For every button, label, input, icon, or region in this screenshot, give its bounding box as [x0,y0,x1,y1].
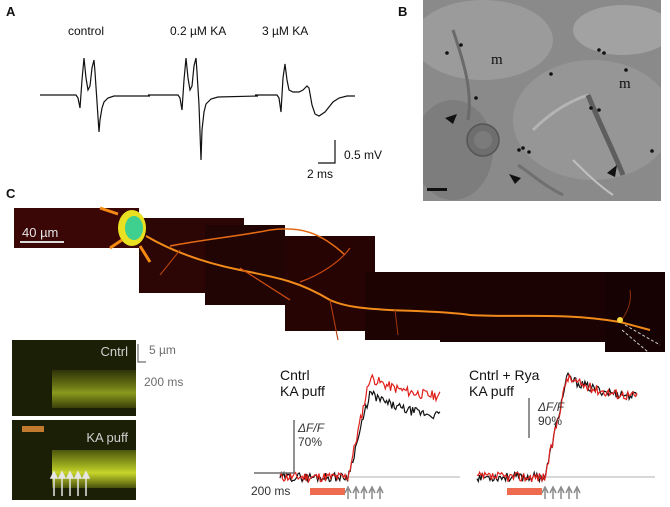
linescan-ka-puff-label: KA puff [86,430,128,445]
panel-a-time-scale: 2 ms [307,167,334,181]
panel-c-letter: C [6,186,16,201]
action-potential-trace-control [40,57,150,133]
linescan-control-label: Cntrl [100,344,128,359]
linescan-ka-puff: KA puff [12,420,136,500]
puff-duration-bar [507,488,542,495]
action-potential-trace-3um-ka [255,63,355,117]
stimulus-arrow [549,485,557,499]
linescan-space-scale: 5 µm [149,343,176,357]
electron-micrograph-texture [423,0,661,201]
mosaic-tile [440,272,610,342]
stimulus-arrows-linescan [49,470,91,496]
stimulus-arrow [376,485,384,499]
trace-scale-time-left: 200 ms [251,484,291,498]
stimulus-arrow [344,485,352,499]
trace-panel-2-title-line1: Cntrl + Rya [469,367,540,383]
calcium-trace-panel-1 [279,373,460,499]
trace-scale-bar-right [528,398,530,438]
trace-panel-1-title: Cntrl KA puff [280,367,325,399]
panel-b-letter: B [398,4,408,19]
mosaic-tile [365,272,453,340]
stimulus-arrow [565,485,573,499]
panel-a-letter: A [6,4,16,19]
linescan-control-signal [52,370,136,408]
stimulus-arrow [360,485,368,499]
trace-label-3um-ka: 3 µM KA [262,24,309,38]
linescan-time-scale: 200 ms [144,375,184,389]
stimulus-arrow [573,485,581,499]
calcium-trace-panel-2 [476,371,655,499]
neuron-mosaic: 40 µm [14,206,665,353]
stimulus-arrow [541,485,549,499]
stimulus-arrow [352,485,360,499]
trace-panel-2-title-line2: KA puff [469,383,514,399]
panel-a-voltage-scale: 0.5 mV [344,148,383,162]
panel-a-scale-bar [318,140,336,164]
mitochondrion-label-1: m [491,52,503,68]
linescan-control: Cntrl [12,340,136,416]
trace-panel-2-title: Cntrl + Rya KA puff [469,367,539,399]
stimulus-arrow [368,485,376,499]
trace-ka [476,374,638,483]
puff-marker [22,426,44,432]
mosaic-scale-bar [20,241,64,243]
trace-scale-bar-left [254,420,295,474]
trace-panel-1-title-line2: KA puff [280,383,325,399]
mosaic-tile [605,272,665,352]
trace-scale-dff-right: ΔF/F [538,400,565,414]
mitochondrion-label-2: m [619,76,631,92]
electron-micrograph: m m [423,0,661,201]
linescan-ka-puff-signal [52,450,136,488]
trace-panel-1-title-line1: Cntrl [280,367,310,383]
mosaic-tile [285,236,375,331]
trace-scale-dff-left: ΔF/F [298,421,325,435]
neuron-dendrite-image [99,206,661,353]
trace-label-control: control [68,24,105,38]
puff-duration-bar [310,488,345,495]
mosaic-scale-label: 40 µm [22,225,59,240]
action-potential-trace-0-2um-ka [148,57,259,161]
trace-label-0-2um-ka: 0.2 µM KA [170,24,227,38]
stimulus-arrow [557,485,565,499]
trace-scale-pct-right: 90% [538,414,563,428]
trace-scale-pct-left: 70% [298,435,323,449]
linescan-scale-bar [137,344,146,363]
trace-ka [279,373,441,484]
